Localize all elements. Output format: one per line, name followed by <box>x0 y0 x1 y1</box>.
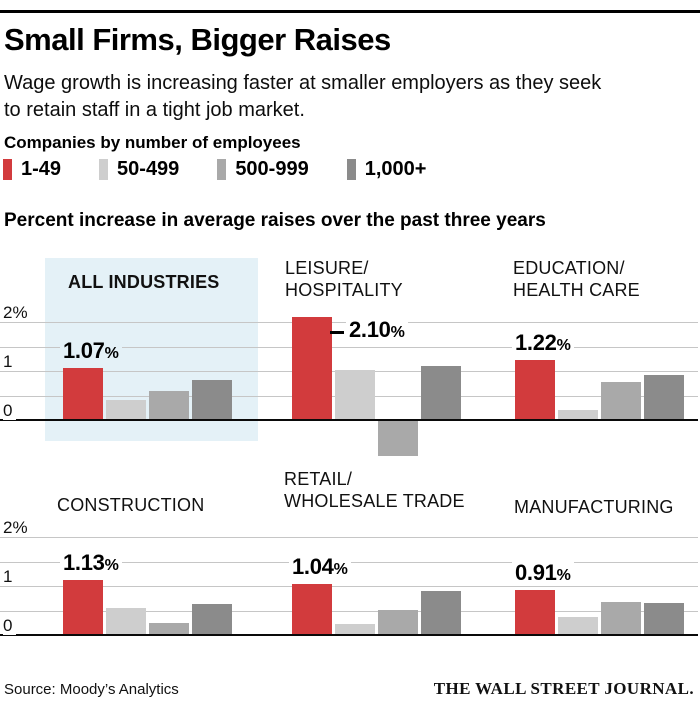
callout-percent-sign: % <box>556 567 571 585</box>
education-health-care-bar-1-49 <box>515 360 555 420</box>
education-health-care-bar-1-000 <box>644 374 684 420</box>
panel-label-manufacturing: MANUFACTURING <box>514 496 674 518</box>
zero-axis <box>0 634 698 636</box>
callout-number: 1.04 <box>292 554 334 580</box>
legend-item: 500-999 <box>217 158 309 181</box>
retail-wholesale-trade-bar-1-49 <box>292 584 332 635</box>
legend-item: 1-49 <box>3 158 61 181</box>
y-axis-tick: 2% <box>3 304 32 322</box>
gridline <box>0 537 698 538</box>
panel-label-retail-wholesale-trade: RETAIL/WHOLESALE TRADE <box>284 468 465 512</box>
callout-percent-sign: % <box>104 556 119 574</box>
value-callout: 2.10% <box>346 317 408 343</box>
axis-note: Percent increase in average raises over … <box>4 210 546 231</box>
construction-bar-1-000 <box>192 603 232 635</box>
legend-swatch <box>217 159 227 180</box>
chart-title: Small Firms, Bigger Raises <box>4 22 391 57</box>
callout-number: 1.13 <box>63 549 105 575</box>
wsj-logotype: THE WALL STREET JOURNAL. <box>433 679 694 698</box>
all-industries-bar-1-49 <box>63 367 103 420</box>
zero-axis <box>0 419 698 421</box>
callout-number: 2.10 <box>349 317 391 342</box>
y-axis-tick: 2% <box>3 519 32 537</box>
education-health-care-bar-50-499 <box>558 410 598 420</box>
value-callout: 1.04% <box>289 554 351 581</box>
value-callout: 1.22% <box>512 330 574 357</box>
callout-percent-sign: % <box>104 344 119 362</box>
all-industries-bar-50-499 <box>106 399 146 420</box>
y-axis-tick: 1 <box>3 568 17 586</box>
leisure-hospitality-bar-1-000 <box>421 366 461 420</box>
all-industries-bar-500-999 <box>149 390 189 420</box>
legend-item: 1,000+ <box>346 158 427 181</box>
legend: 1-49 50-499 500-999 1,000+ <box>3 158 426 181</box>
legend-title: Companies by number of employees <box>4 133 301 152</box>
leisure-hospitality-bar-50-499 <box>335 370 375 420</box>
panel-label-leisure-hospitality: LEISURE/HOSPITALITY <box>285 257 403 301</box>
callout-number: 1.07 <box>63 337 105 363</box>
top-rule <box>0 10 700 13</box>
legend-swatch <box>99 159 109 180</box>
panel-label-construction: CONSTRUCTION <box>57 494 204 516</box>
y-axis-tick: 1 <box>3 353 17 371</box>
panel-label-line: ALL INDUSTRIES <box>68 272 220 292</box>
education-health-care-bar-500-999 <box>601 382 641 420</box>
panel-label-line: EDUCATION/ <box>513 258 625 278</box>
legend-item: 50-499 <box>99 158 179 181</box>
callout-percent-sign: % <box>390 324 405 341</box>
subtitle-line-1: Wage growth is increasing faster at smal… <box>4 72 602 94</box>
gridline <box>0 610 698 612</box>
leisure-hospitality-bar-500-999 <box>378 421 418 456</box>
panel-label-line: HOSPITALITY <box>285 280 403 300</box>
manufacturing-bar-1-49 <box>515 590 555 635</box>
gridline <box>0 586 698 587</box>
construction-bar-500-999 <box>149 623 189 635</box>
legend-label: 1-49 <box>21 158 62 180</box>
all-industries-bar-1-000 <box>192 379 232 420</box>
panel-label-line: LEISURE/ <box>285 258 369 278</box>
manufacturing-bar-500-999 <box>601 601 641 635</box>
source-note: Source: Moody’s Analytics <box>4 681 179 698</box>
legend-swatch <box>3 159 12 180</box>
leisure-hospitality-bar-1-49 <box>292 317 332 420</box>
callout-number: 1.22 <box>515 330 557 356</box>
panel-label-line: RETAIL/ <box>284 469 353 489</box>
legend-label: 50-499 <box>117 158 180 180</box>
value-callout: 0.91% <box>512 560 574 587</box>
manufacturing-bar-1-000 <box>644 602 684 635</box>
construction-bar-50-499 <box>106 607 146 635</box>
callout-connector-line <box>330 331 344 334</box>
panel-label-line: HEALTH CARE <box>513 280 640 300</box>
manufacturing-bar-50-499 <box>558 616 598 635</box>
chart-subtitle: Wage growth is increasing faster at smal… <box>4 70 601 124</box>
y-axis-tick: 0 <box>3 402 17 420</box>
callout-percent-sign: % <box>556 337 571 355</box>
subtitle-line-2: to retain staff in a tight job market. <box>4 99 305 121</box>
construction-bar-1-49 <box>63 579 103 635</box>
legend-label: 500-999 <box>235 158 309 180</box>
legend-swatch <box>346 159 356 180</box>
panel-label-line: CONSTRUCTION <box>57 495 205 515</box>
y-axis-tick: 0 <box>3 617 17 635</box>
retail-wholesale-trade-bar-1-000 <box>421 590 461 635</box>
callout-number: 0.91 <box>515 560 557 586</box>
panel-label-line: WHOLESALE TRADE <box>284 491 465 511</box>
legend-label: 1,000+ <box>364 158 427 180</box>
panel-label-education-health-care: EDUCATION/HEALTH CARE <box>513 257 640 301</box>
panel-label-all-industries: ALL INDUSTRIES <box>68 271 219 293</box>
value-callout: 1.13% <box>60 549 122 576</box>
value-callout: 1.07% <box>60 337 122 364</box>
retail-wholesale-trade-bar-50-499 <box>335 624 375 635</box>
gridline <box>0 346 698 348</box>
callout-percent-sign: % <box>333 561 348 579</box>
retail-wholesale-trade-bar-500-999 <box>378 609 418 635</box>
panel-label-line: MANUFACTURING <box>514 497 674 517</box>
